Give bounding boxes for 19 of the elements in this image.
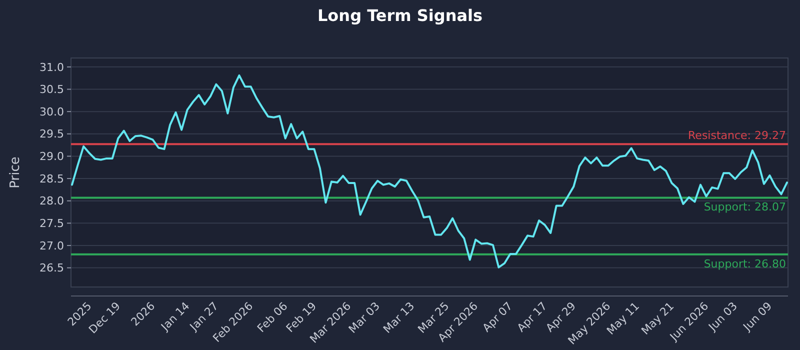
ref-line-label: Support: 28.07 — [704, 200, 786, 214]
y-tick-label: 30.0 — [40, 105, 64, 118]
y-tick-label: 28.0 — [40, 194, 64, 208]
line-series — [71, 74, 788, 268]
y-tick-label: 27.5 — [40, 217, 64, 230]
x-tick-label: Mar 13 — [380, 300, 418, 336]
y-tick-label: 31.0 — [40, 60, 64, 74]
ref-line-label: Support: 26.80 — [704, 257, 786, 270]
y-tick-label: 28.5 — [40, 172, 64, 186]
chart-title: Long Term Signals — [317, 6, 483, 25]
y-tick-label: 29.0 — [40, 150, 64, 164]
y-axis-title: Price — [8, 156, 23, 188]
y-tick-label: 26.5 — [40, 262, 64, 275]
y-tick-label: 29.5 — [40, 128, 64, 141]
x-tick-label: Jun 09 — [740, 300, 775, 334]
x-tick-label: Apr 07 — [480, 300, 516, 335]
y-tick-label: 30.5 — [40, 83, 64, 96]
y-tick-label: 27.0 — [40, 239, 64, 252]
ref-line-label: Resistance: 29.27 — [688, 129, 786, 142]
